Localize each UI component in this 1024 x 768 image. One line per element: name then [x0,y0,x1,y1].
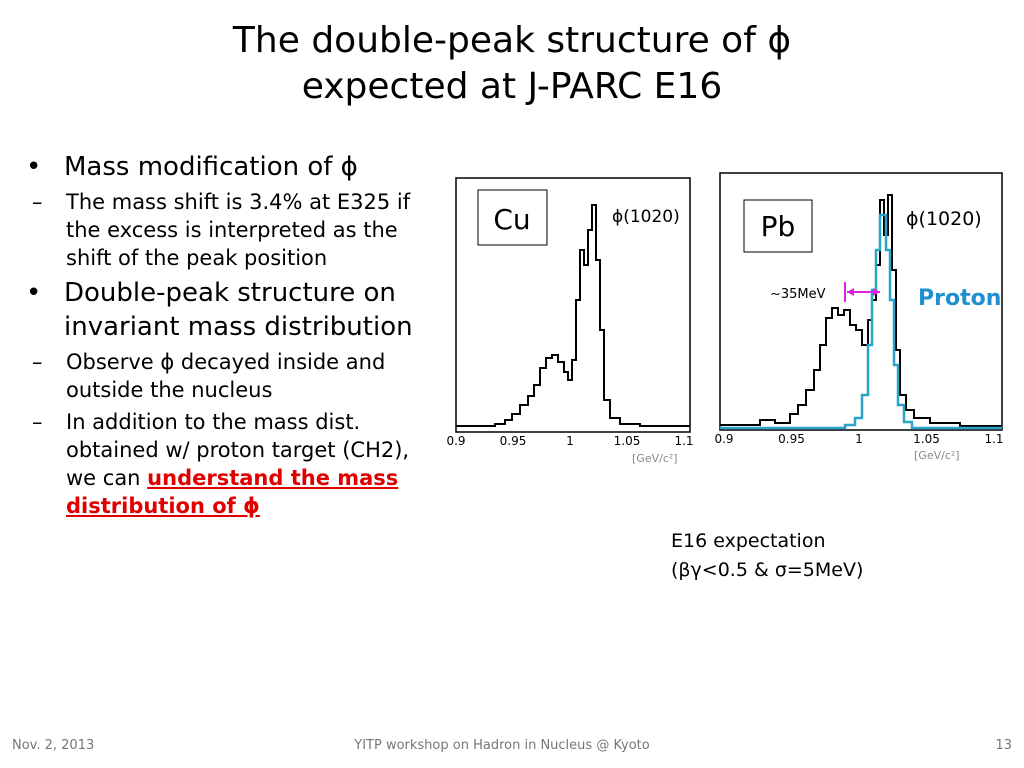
footer-page: 13 [995,738,1012,753]
bullet: Double-peak structure on invariant mass … [22,276,442,344]
footer-event: YITP workshop on Hadron in Nucleus @ Kyo… [354,738,650,753]
unit-label: [GeV/c²] [914,449,960,462]
plot-frame [455,177,691,433]
tick-label: 0.95 [500,434,527,448]
bullet: Mass modification of ϕ [22,150,442,184]
bullet-list: Mass modification of ϕ The mass shift is… [22,150,442,524]
histogram [720,194,1002,427]
plot-label: Cu [493,203,530,236]
title-line: The double-peak structure of ϕ [232,20,792,61]
emphasis: understand the mass distribution of ϕ [66,466,399,518]
proton-histogram [720,213,1002,430]
tick-label: 1.05 [913,432,940,446]
title-line: expected at J-PARC E16 [301,66,723,107]
label-box [477,189,548,246]
tick-label: 1 [566,434,574,448]
tick-label: 0.9 [446,434,465,448]
caption-line: (βγ<0.5 & σ=5MeV) [671,559,864,581]
tick-label: 1.1 [674,434,693,448]
sub-bullet: In addition to the mass dist. obtained w… [0,408,442,520]
tick-label: 0.9 [714,432,733,446]
shift-label: ~35MeV [770,287,826,302]
tick-label: 0.95 [778,432,805,446]
slide-title: The double-peak structure of ϕ expected … [0,18,1024,110]
caption-line: E16 expectation [671,530,826,552]
sub-bullet: Observe ϕ decayed inside and outside the… [0,348,442,404]
plot-frame [719,172,1003,431]
overlay-label: Proton [918,286,1001,311]
arrow-head [847,288,880,296]
peak-label: ϕ(1020) [906,208,982,230]
caption: E16 expectation (βγ<0.5 & σ=5MeV) [671,527,863,585]
tick-labels: 0.9 0.95 1 1.05 1.1 [446,434,693,448]
tick-label: 1.05 [614,434,641,448]
tick-label: 1 [855,432,863,446]
footer-date: Nov. 2, 2013 [12,738,95,753]
tick-labels: 0.9 0.95 1 1.05 1.1 [714,432,1003,446]
label-box [743,199,813,253]
tick-label: 1.1 [984,432,1003,446]
peak-label: ϕ(1020) [612,207,680,227]
plot-label: Pb [761,210,796,243]
sub-bullet: The mass shift is 3.4% at E325 if the ex… [0,188,442,272]
sub-bullet-text: In addition to the mass dist. obtained w… [66,410,410,490]
unit-label: [GeV/c²] [632,452,678,465]
histogram [456,204,690,427]
